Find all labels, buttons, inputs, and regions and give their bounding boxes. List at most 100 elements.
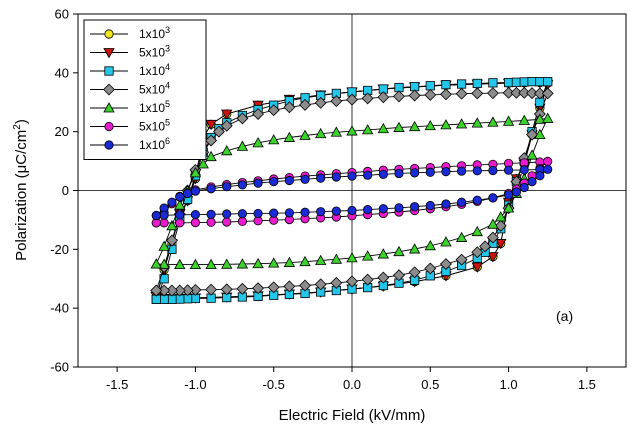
data-point [425,81,435,91]
data-point [488,193,498,203]
series-5 [150,112,554,270]
legend-marker [104,121,114,132]
data-point [197,158,209,169]
data-point [394,203,404,213]
x-tick-label: -0.5 [263,377,285,392]
legend-item: 1x103 [90,25,170,41]
data-point [441,167,451,177]
data-point [222,217,232,227]
data-point [408,120,421,132]
x-tick-label: 0.5 [421,377,439,392]
data-point [174,199,186,210]
data-point [299,129,311,140]
data-point [269,177,279,187]
data-point [206,209,216,219]
data-point [283,131,296,142]
data-point [441,199,451,209]
data-point [236,258,249,269]
data-point [269,208,279,218]
data-point [519,182,529,193]
data-point [527,77,537,87]
data-point [424,239,436,251]
data-point [299,279,311,292]
data-point [330,276,343,289]
data-point [330,126,343,137]
data-point [455,231,468,242]
data-point [378,169,388,179]
data-point [299,98,311,111]
data-point [455,87,468,100]
data-point [205,258,217,270]
data-point [167,197,177,207]
data-point [408,89,421,102]
data-point [206,184,216,194]
data-point [487,252,499,263]
y-axis-title-sup: 2 [12,124,23,130]
data-point [439,258,452,271]
data-point [534,128,546,140]
data-point [542,112,554,123]
data-point [151,210,161,221]
data-point [159,218,169,228]
data-point [236,112,249,125]
data-point [346,125,358,136]
data-point [526,87,539,100]
data-point [471,262,483,273]
series-7 [151,164,553,221]
legend-label: 5x103 [139,44,170,60]
data-point [175,192,185,202]
data-point [472,195,482,205]
legend-item: 5x103 [90,44,170,60]
data-point [252,108,265,120]
data-point [314,278,327,291]
y-axis-title: Polarization (μC/cm2) [12,119,30,261]
data-point [166,219,178,231]
data-point [456,197,467,207]
data-point [425,200,435,211]
data-point [526,128,539,141]
data-point [221,258,233,269]
y-tick-label: 40 [55,65,69,80]
legend-label: 1x104 [139,62,170,78]
data-point [316,207,326,217]
data-point [314,96,327,109]
data-point [377,122,389,134]
data-point [190,186,201,196]
legend-label: 1x106 [139,136,170,152]
data-point [361,124,374,135]
data-point [393,121,405,132]
data-point [519,165,529,175]
data-point [535,171,545,181]
data-point [175,210,185,220]
data-point [205,283,218,296]
data-point [363,205,373,215]
data-point [165,234,178,247]
y-tick-label: -60 [50,360,69,375]
data-point [472,166,482,176]
data-point [175,218,185,228]
y-tick-label: -40 [50,301,69,316]
data-point [222,182,232,192]
data-point [471,246,484,259]
data-point [252,137,264,148]
data-point [361,92,374,105]
data-point [377,271,390,284]
data-point [502,202,515,213]
data-point [518,86,531,99]
data-point [236,282,249,295]
data-point [378,204,388,214]
data-point [424,88,437,101]
x-tick-label: -1.0 [184,377,206,392]
data-point [252,282,265,295]
data-point [220,119,233,132]
data-point [236,140,249,151]
legend-item: 1x105 [90,99,170,115]
data-point [533,87,546,100]
data-point [472,78,482,89]
axes-layer: -1.5 -1.0 -0.5 0.0 0.5 1.0 1.5 -60 -40 -20 0 20 40 60 [50,7,596,393]
data-point [394,168,404,179]
legend-marker [103,48,115,59]
data-point [150,284,163,297]
data-point [346,252,358,263]
legend-item: 1x104 [90,62,170,78]
